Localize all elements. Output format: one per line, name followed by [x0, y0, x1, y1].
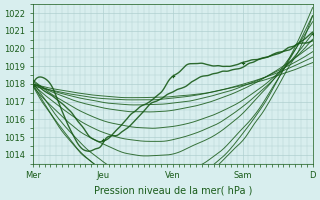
X-axis label: Pression niveau de la mer( hPa ): Pression niveau de la mer( hPa ) [93, 186, 252, 196]
